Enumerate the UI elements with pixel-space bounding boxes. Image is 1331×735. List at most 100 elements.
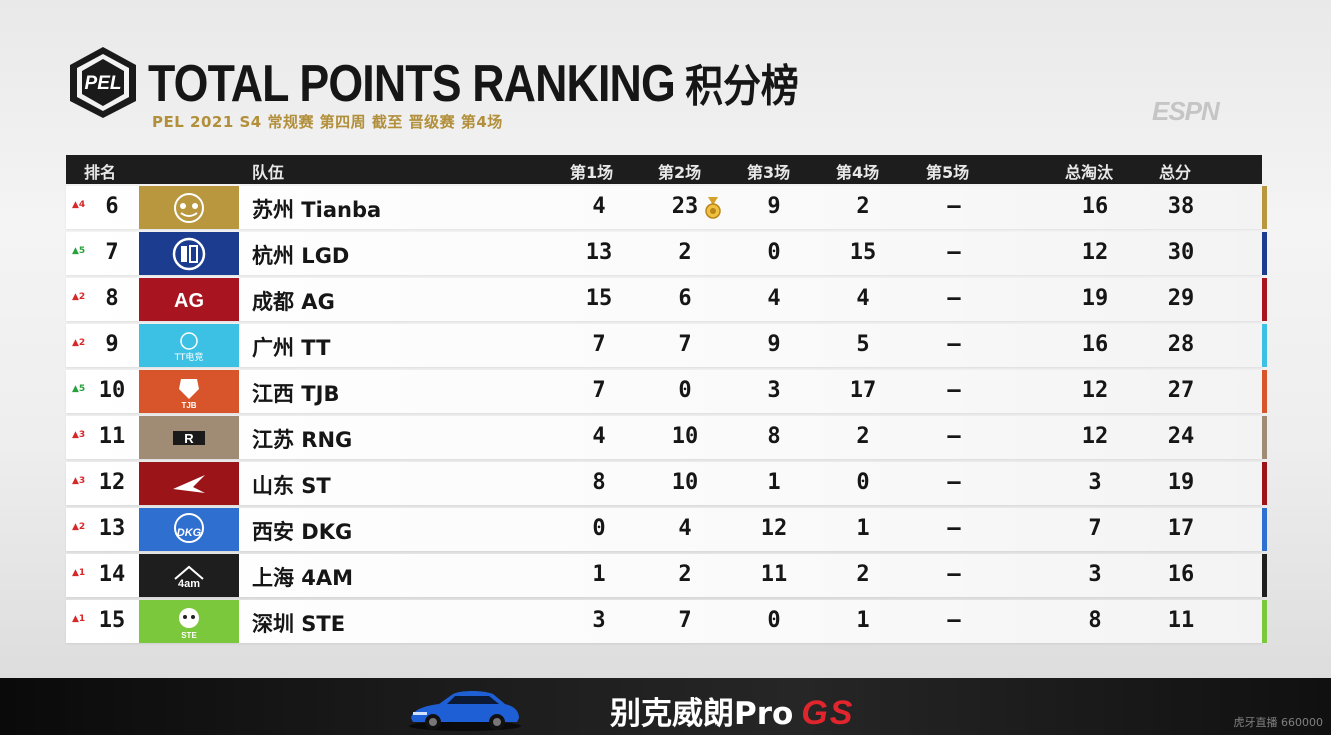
- total-points-cell: 19: [1167, 470, 1195, 495]
- match-5-cell: —: [947, 240, 961, 265]
- total-kills-cell: 12: [1081, 378, 1109, 403]
- rank-change: ▲1: [72, 614, 86, 624]
- table-row[interactable]: ▲5 7 杭州 LGD 13 2 0 15 — 12 30: [66, 232, 1267, 275]
- total-points-cell: 11: [1167, 608, 1195, 633]
- team-color-stripe: [1262, 508, 1267, 551]
- car-icon: [409, 691, 521, 731]
- table-row[interactable]: ▲4 6 苏州 Tianba 4 23 9 2 — 16 38: [66, 186, 1267, 229]
- match-1-cell: 15: [585, 286, 613, 311]
- rank-change: ▲2: [72, 292, 86, 302]
- table-row[interactable]: ▲3 11 R 江苏 RNG 4 10 8 2 — 12 24: [66, 416, 1267, 459]
- st-logo-icon: [173, 474, 205, 493]
- rank-change: ▲4: [72, 200, 86, 210]
- page-title: TOTAL POINTS RANKING 积分榜: [148, 55, 799, 113]
- svg-text:STE: STE: [181, 631, 197, 640]
- rank-value: 12: [98, 470, 126, 495]
- match-3-cell: 11: [760, 562, 788, 587]
- chicken-dinner-medal-icon: [705, 197, 721, 219]
- match-5-cell: —: [947, 562, 961, 587]
- team-color-stripe: [1262, 416, 1267, 459]
- svg-text:PEL: PEL: [85, 73, 122, 94]
- total-kills-cell: 16: [1081, 194, 1109, 219]
- team-badge: [139, 186, 239, 229]
- match-2-cell: 23: [671, 194, 699, 219]
- rank-value: 15: [98, 608, 126, 633]
- match-3-cell: 12: [760, 516, 788, 541]
- ste-logo-icon: STE: [179, 607, 199, 640]
- col-match-1: 第1场: [570, 163, 614, 182]
- rank-change: ▲2: [72, 522, 86, 532]
- team-badge: TT电竞: [139, 324, 239, 367]
- total-points-cell: 38: [1167, 194, 1195, 219]
- ag-logo-icon: AG: [174, 290, 204, 312]
- total-points-cell: 16: [1167, 562, 1195, 587]
- team-color-stripe: [1262, 462, 1267, 505]
- table-row[interactable]: ▲2 8 AG 成都 AG 15 6 4 4 — 19 29: [66, 278, 1267, 321]
- match-5-cell: —: [947, 608, 961, 633]
- table-row[interactable]: ▲1 14 4am 上海 4AM 1 2 11 2 — 3 16: [66, 554, 1267, 597]
- col-rank: 排名: [84, 163, 117, 182]
- team-badge: [139, 462, 239, 505]
- col-team: 队伍: [252, 163, 285, 182]
- match-1-cell: 7: [592, 378, 606, 403]
- table-row[interactable]: ▲2 9 TT电竞 广州 TT 7 7 9 5 — 16 28: [66, 324, 1267, 367]
- col-match-3: 第3场: [747, 163, 791, 182]
- team-color-stripe: [1262, 232, 1267, 275]
- svg-text:R: R: [184, 431, 194, 446]
- match-5-cell: —: [947, 332, 961, 357]
- match-4-cell: 2: [856, 562, 870, 587]
- table-row[interactable]: ▲5 10 TJB 江西 TJB 7 0 3 17 — 12 27: [66, 370, 1267, 413]
- team-badge: [139, 232, 239, 275]
- match-5-cell: —: [947, 194, 961, 219]
- match-2-cell: 7: [678, 332, 692, 357]
- match-2-cell: 2: [678, 562, 692, 587]
- match-1-cell: 3: [592, 608, 606, 633]
- match-3-cell: 3: [767, 378, 781, 403]
- total-points-cell: 30: [1167, 240, 1195, 265]
- col-total-points: 总分: [1159, 163, 1192, 182]
- total-kills-cell: 3: [1088, 470, 1102, 495]
- match-5-cell: —: [947, 470, 961, 495]
- match-2-cell: 0: [678, 378, 692, 403]
- team-name: 成都 AG: [252, 290, 335, 314]
- total-kills-cell: 7: [1088, 516, 1102, 541]
- match-4-cell: 1: [856, 608, 870, 633]
- team-name: 西安 DKG: [252, 520, 353, 544]
- rank-change: ▲2: [72, 338, 86, 348]
- team-color-stripe: [1262, 554, 1267, 597]
- table-row[interactable]: ▲3 12 山东 ST 8 10 1 0—3 19: [66, 462, 1267, 505]
- 4am-logo-icon: 4am: [174, 565, 204, 590]
- table-row[interactable]: ▲2 13 DKG 西安 DKG 0 4 12 1 — 7 17: [66, 508, 1267, 551]
- match-1-cell: 4: [592, 194, 606, 219]
- rank-change: ▲5: [72, 246, 86, 256]
- match-4-cell: 1: [856, 516, 870, 541]
- stream-watermark: 虎牙直播 660000: [1233, 716, 1324, 729]
- match-4-cell: 5: [856, 332, 870, 357]
- col-match-5: 第5场: [926, 163, 970, 182]
- tt-logo-icon: TT电竞: [174, 331, 204, 363]
- match-2-cell: 2: [678, 240, 692, 265]
- team-color-stripe: [1262, 324, 1267, 367]
- match-2-cell: 7: [678, 608, 692, 633]
- team-color-stripe: [1262, 600, 1267, 643]
- svg-text:DKG: DKG: [177, 527, 202, 539]
- team-name: 上海 4AM: [252, 566, 354, 590]
- rank-value: 8: [105, 286, 119, 311]
- match-1-cell: 4: [592, 424, 606, 449]
- svg-text:4am: 4am: [178, 578, 200, 590]
- table-row[interactable]: ▲1 15 STE 深圳 STE 3 7 0 1 — 8 11: [66, 600, 1267, 643]
- col-total-kills: 总淘汰: [1065, 163, 1114, 182]
- match-1-cell: 8: [592, 470, 606, 495]
- page-subtitle: PEL 2021 S4 常规赛 第四周 截至 晋级赛 第4场: [152, 113, 503, 131]
- rng-logo-icon: R: [173, 430, 205, 446]
- rank-change: ▲5: [72, 384, 86, 394]
- table-header: 排名 队伍 第1场 第2场 第3场 第4场 第5场 总淘汰 总分: [66, 155, 1262, 184]
- rank-change: ▲3: [72, 476, 86, 486]
- total-kills-cell: 19: [1081, 286, 1109, 311]
- dkg-logo-icon: DKG: [174, 512, 204, 543]
- team-badge: STE: [139, 600, 239, 643]
- match-3-cell: 9: [767, 332, 781, 357]
- match-1-cell: 7: [592, 332, 606, 357]
- svg-text:TT电竞: TT电竞: [174, 351, 204, 363]
- team-badge: AG: [139, 278, 239, 321]
